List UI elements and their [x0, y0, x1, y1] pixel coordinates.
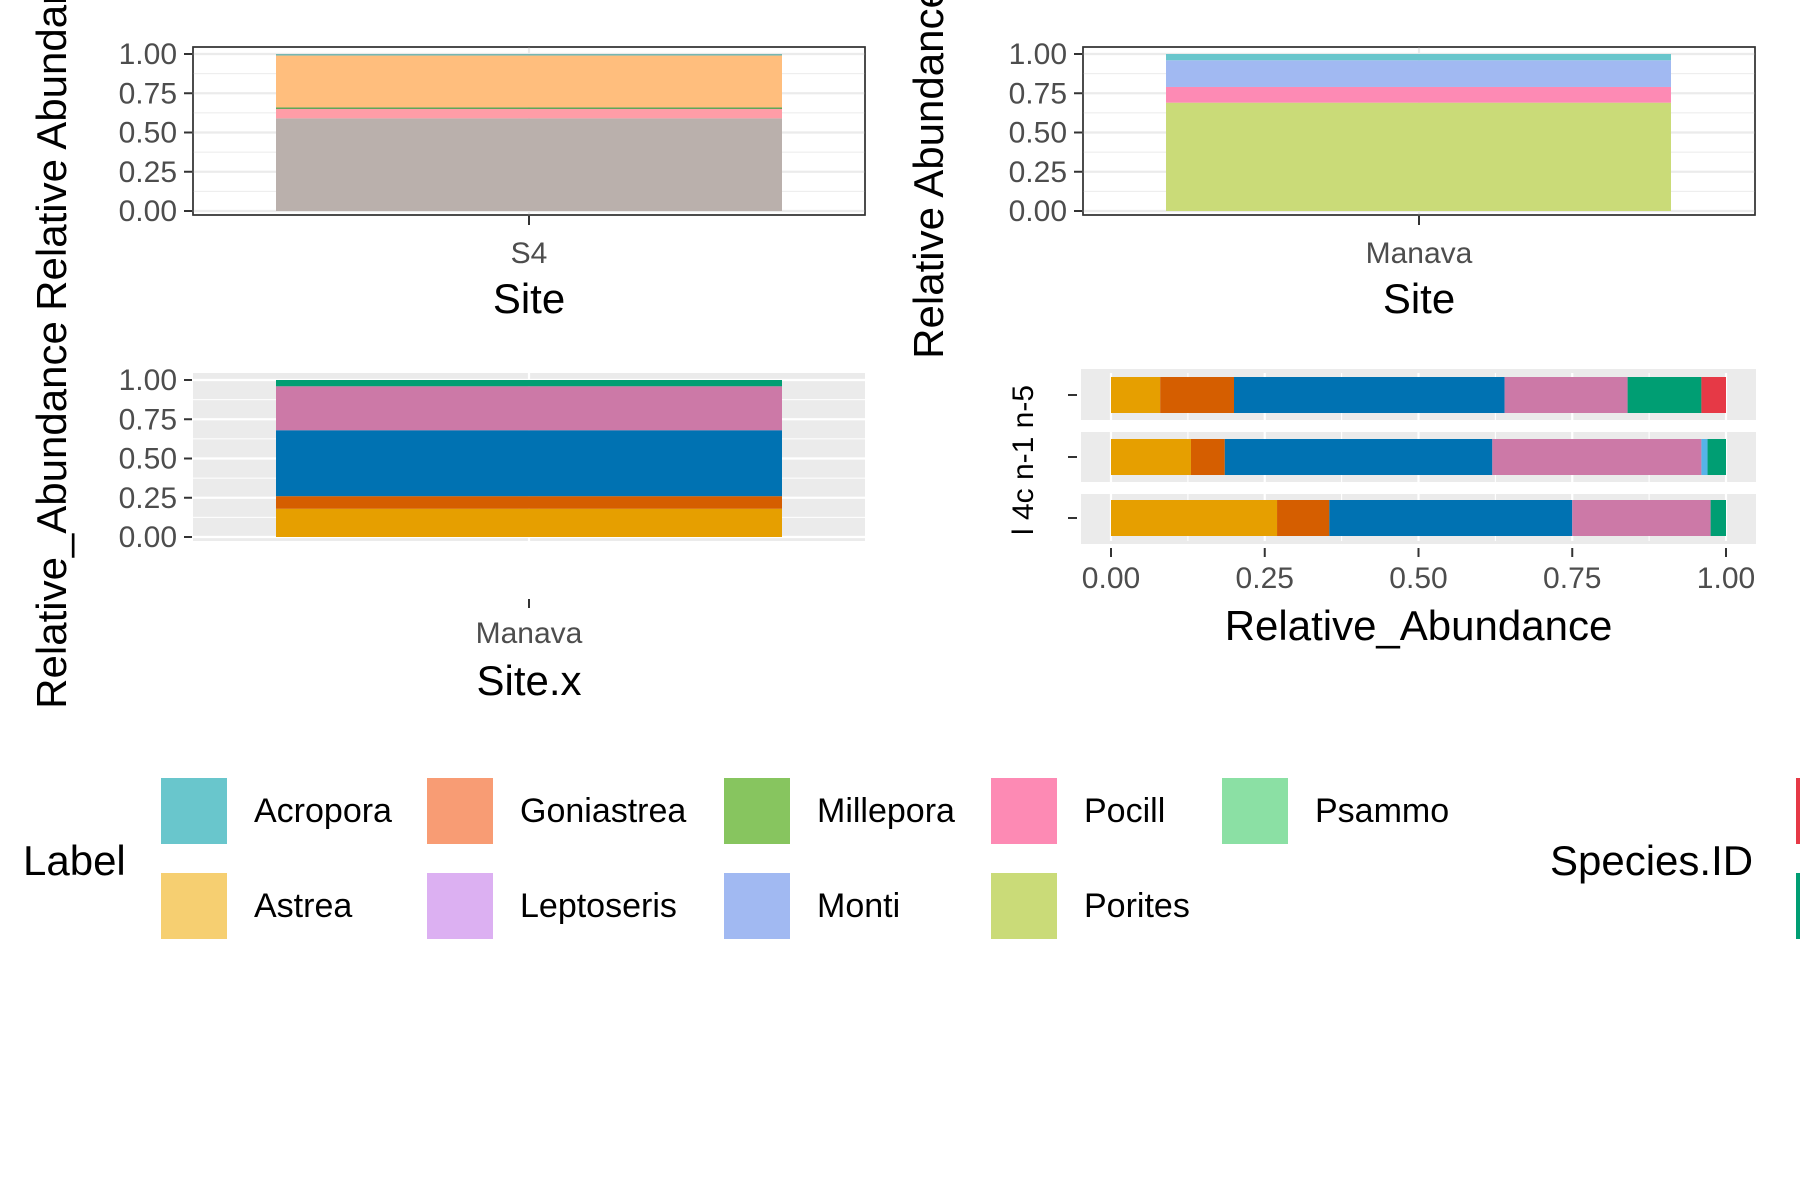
x-tick-label: 0.25 — [1236, 562, 1294, 595]
y-tick-label: 1.00 — [1009, 38, 1067, 71]
y-tick-label: 1.00 — [119, 364, 177, 397]
y-tick-label: 0.75 — [119, 77, 177, 110]
bar-segment-2 — [276, 496, 782, 509]
x-axis-title: Site.x — [476, 657, 581, 704]
bar-segment-row1-7 — [1701, 377, 1726, 413]
y-tick-label: 0.00 — [1009, 195, 1067, 228]
legend-key-1 — [161, 778, 227, 844]
bar-segment-row3-4 — [1572, 500, 1711, 536]
bar-segment-row2-4 — [1492, 439, 1702, 475]
y-tick-label: 0.50 — [119, 117, 177, 150]
x-tick-label: 0.00 — [1082, 562, 1140, 595]
x-tick-label: 0.75 — [1543, 562, 1601, 595]
legend-key-7 — [991, 778, 1057, 844]
legend-title: Label — [23, 837, 126, 884]
y-tick-label: 0.25 — [119, 156, 177, 189]
bar-segment-row3-6 — [1710, 500, 1726, 536]
legend-key-5 — [724, 778, 790, 844]
legend-item-label: Goniastrea — [520, 792, 686, 830]
legend-key-9 — [1222, 778, 1288, 844]
legend-key-2 — [1796, 873, 1800, 939]
y-axis-title: l 4c n-1 n-5 — [1007, 385, 1040, 535]
legend-item-label: Leptoseris — [520, 887, 677, 925]
y-tick-label: 0.00 — [119, 521, 177, 554]
bar-segment-row1-6 — [1627, 377, 1702, 413]
panel-border — [192, 46, 866, 216]
bar-segment-row1-1 — [1111, 377, 1161, 413]
bar-segment-row2-5 — [1701, 439, 1708, 475]
y-axis-title: Relative Abundance — [28, 0, 75, 311]
y-tick-label: 0.25 — [1009, 156, 1067, 189]
legend-key-4 — [427, 873, 493, 939]
bar-segment-3 — [276, 107, 782, 109]
bar-segment-row1-3 — [1234, 377, 1505, 413]
bar-segment-row3-3 — [1329, 500, 1573, 536]
legend-key-8 — [991, 873, 1057, 939]
bar-segment-2 — [1166, 86, 1671, 103]
bar-segment-row2-6 — [1707, 439, 1726, 475]
x-axis-title: Site — [493, 275, 565, 322]
legend-item-label: Monti — [817, 887, 900, 925]
bar-segment-row1-4 — [1504, 377, 1628, 413]
x-axis-title: Relative_Abundance — [1225, 602, 1613, 649]
bar-segment-3 — [276, 430, 782, 497]
legend-item-label: Astrea — [254, 887, 352, 925]
legend-key-6 — [724, 873, 790, 939]
legend-item-label: Millepora — [817, 792, 955, 830]
legend-species: Species.ID — [1550, 778, 1800, 939]
bar-segment-4 — [276, 55, 782, 108]
panel-border — [1082, 46, 1756, 216]
chart-panel-4: 0.00 0.25 0.50 0.75 1.00 Relative_Abundance l … — [1007, 369, 1756, 649]
bar-segment-row2-3 — [1224, 439, 1493, 475]
legend-key-2 — [161, 873, 227, 939]
bar-segment-1 — [1166, 102, 1671, 211]
x-tick-label: S4 — [511, 237, 548, 270]
chart-panel-2: 0.00 0.25 0.50 0.75 1.00 Manava Site Relative A… — [905, 0, 1756, 359]
bar-segment-3 — [1166, 60, 1671, 87]
row-separator — [1081, 482, 1756, 494]
y-tick-label: 1.00 — [119, 38, 177, 71]
legend-key-1 — [1796, 778, 1800, 844]
y-axis-title: Relative Abundance — [905, 0, 952, 359]
x-axis-title: Site — [1383, 275, 1455, 322]
bar-segment-5 — [276, 380, 782, 387]
x-tick-label: Manava — [476, 617, 583, 650]
bar-segment-1 — [276, 508, 782, 537]
bar-segment-row3-1 — [1111, 500, 1278, 536]
bar-segment-row1-2 — [1160, 377, 1234, 413]
legend-item-label: Porites — [1084, 887, 1190, 925]
y-tick-label: 0.50 — [1009, 117, 1067, 150]
bar-segment-row2-1 — [1111, 439, 1191, 475]
y-tick-label: 0.25 — [119, 482, 177, 515]
legend-item-label: Pocill — [1084, 792, 1165, 830]
bar-segment-4 — [276, 386, 782, 431]
bar-segment-5 — [276, 54, 782, 56]
row-separator — [1081, 420, 1756, 432]
x-tick-label: 1.00 — [1697, 562, 1755, 595]
bar-segment-row2-2 — [1190, 439, 1225, 475]
chart-panel-3: 0.00 0.25 0.50 0.75 1.00 Manava Site.x Relative… — [28, 321, 865, 709]
bar-segment-1 — [276, 118, 782, 211]
legend-item-label: Acropora — [254, 792, 392, 830]
x-tick-label: Manava — [1366, 237, 1473, 270]
legend-key-3 — [427, 778, 493, 844]
legend-item-label: Psammo — [1315, 792, 1449, 830]
bar-segment-4 — [1166, 54, 1671, 61]
y-tick-label: 0.75 — [119, 403, 177, 436]
chart-panel-1: 0.00 0.25 0.50 0.75 1.00 S4 Site Relative Abund… — [28, 0, 866, 322]
x-tick-label: 0.50 — [1389, 562, 1447, 595]
bar-segment-2 — [276, 108, 782, 119]
legend-title: Species.ID — [1550, 837, 1753, 884]
y-tick-label: 0.00 — [119, 195, 177, 228]
y-tick-label: 0.75 — [1009, 77, 1067, 110]
legend-label: Label Acropora Astrea Goniastrea Leptoseris M… — [23, 778, 1449, 939]
bar-segment-row3-2 — [1277, 500, 1330, 536]
y-axis-title: Relative_Abundance — [28, 321, 75, 709]
y-tick-label: 0.50 — [119, 443, 177, 476]
